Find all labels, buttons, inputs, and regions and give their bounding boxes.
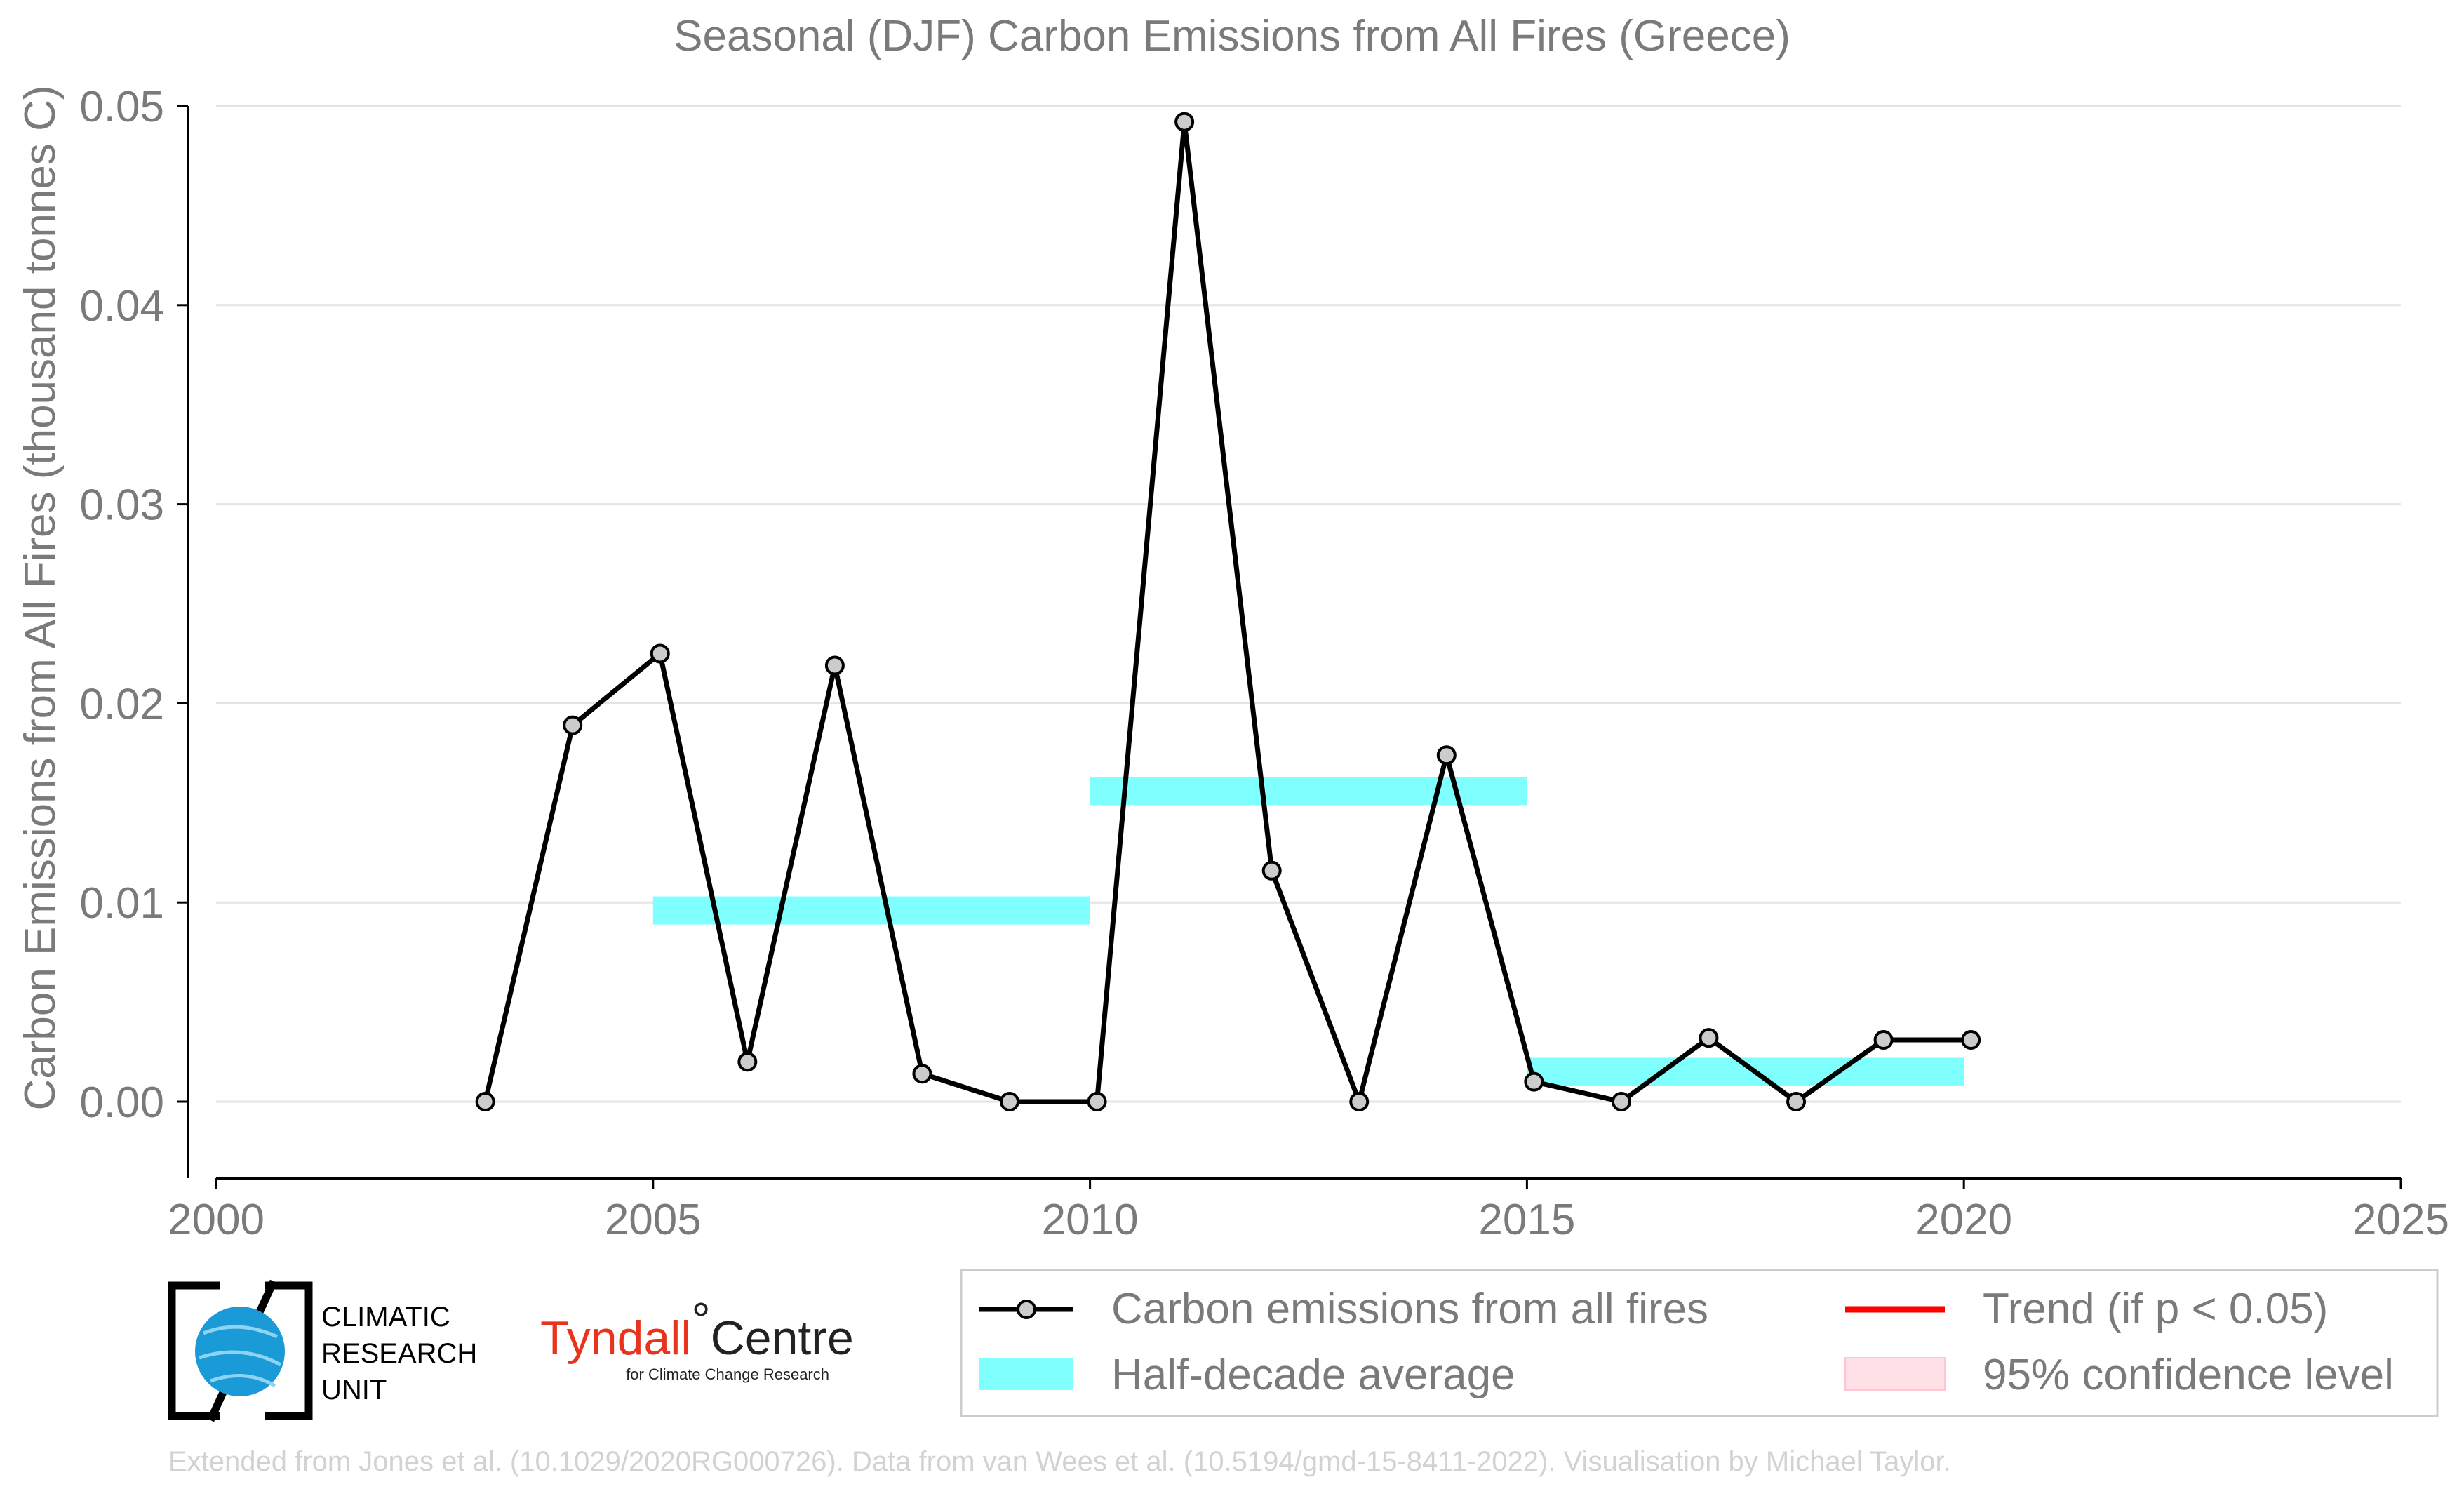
tyndall-degree: ° — [691, 1293, 710, 1347]
data-point — [650, 643, 670, 664]
data-point — [1261, 860, 1282, 881]
grid — [216, 105, 2401, 1103]
tyndall-subtitle: for Climate Change Research — [626, 1365, 829, 1383]
x-tick-label: 2005 — [605, 1196, 702, 1244]
series-layer — [475, 112, 1981, 1111]
data-point — [475, 1092, 495, 1111]
data-point — [563, 715, 583, 735]
series-line — [483, 119, 1971, 1104]
x-tick-label: 2015 — [1478, 1196, 1575, 1244]
cru-text-line-3: UNIT — [321, 1375, 387, 1405]
data-point — [1436, 745, 1457, 766]
tyndall-centre: Centre — [711, 1311, 854, 1365]
data-point — [1786, 1092, 1807, 1111]
legend-series-marker — [1017, 1300, 1036, 1319]
data-point — [1524, 1071, 1544, 1092]
legend-confidence-patch — [1844, 1357, 1946, 1391]
axes: 0.00 0.01 0.02 0.03 0.04 0.05 2000 2005 2010 2015… — [79, 83, 2449, 1244]
x-tick-label: 2025 — [2352, 1196, 2449, 1244]
data-point — [824, 655, 845, 676]
y-tick-label: 0.05 — [79, 83, 164, 131]
cru-globe-swirl — [199, 1325, 282, 1388]
data-point — [1087, 1092, 1107, 1111]
legend-label-average: Half-decade average — [1111, 1351, 1515, 1399]
legend: Carbon emissions from all fires Trend (i… — [960, 1269, 2439, 1417]
tyndall-name: Tyndall — [540, 1311, 691, 1365]
legend-label-confidence: 95% confidence level — [1983, 1351, 2394, 1399]
data-point — [1699, 1028, 1719, 1048]
chart-title: Seasonal (DJF) Carbon Emissions from All… — [674, 12, 1790, 60]
legend-label-series: Carbon emissions from all fires — [1111, 1285, 1708, 1333]
data-point — [1000, 1092, 1020, 1111]
cru-logo: CLIMATIC RESEARCH UNIT — [168, 1279, 477, 1422]
cru-bracket-right — [265, 1281, 313, 1420]
footer-credit: Extended from Jones et al. (10.1029/2020… — [168, 1446, 1951, 1477]
cru-text-line-2: RESEARCH — [321, 1338, 477, 1369]
tyndall-wordmark: Tyndall°Centre — [540, 1293, 854, 1365]
half-decade-average-bar — [1090, 777, 1527, 806]
data-point — [1349, 1092, 1370, 1111]
legend-frame — [960, 1269, 2439, 1417]
x-tick-label: 2020 — [1915, 1196, 2012, 1244]
y-tick-label: 0.00 — [79, 1078, 164, 1127]
legend-label-trend: Trend (if p < 0.05) — [1983, 1285, 2328, 1333]
cru-text-line-1: CLIMATIC — [321, 1302, 450, 1333]
y-tick-label: 0.01 — [79, 879, 164, 928]
cru-bracket-left — [168, 1281, 220, 1420]
x-tick-label: 2010 — [1042, 1196, 1139, 1244]
y-tick-label: 0.04 — [79, 282, 164, 330]
data-point — [1873, 1030, 1894, 1050]
data-point — [1961, 1030, 1981, 1050]
data-point — [737, 1052, 758, 1072]
tyndall-logo: Tyndall°Centre for Climate Change Resear… — [540, 1293, 854, 1383]
legend-average-patch — [979, 1358, 1073, 1390]
half-decade-averages — [652, 777, 1964, 1086]
y-tick-label: 0.02 — [79, 680, 164, 728]
data-point — [1611, 1092, 1631, 1111]
y-tick-label: 0.03 — [79, 481, 164, 530]
x-tick-label: 2000 — [168, 1196, 265, 1244]
data-point — [912, 1064, 932, 1084]
data-point — [1174, 112, 1195, 132]
half-decade-average-bar — [652, 896, 1090, 925]
y-axis-label: Carbon Emissions from All Fires (thousan… — [16, 85, 65, 1110]
